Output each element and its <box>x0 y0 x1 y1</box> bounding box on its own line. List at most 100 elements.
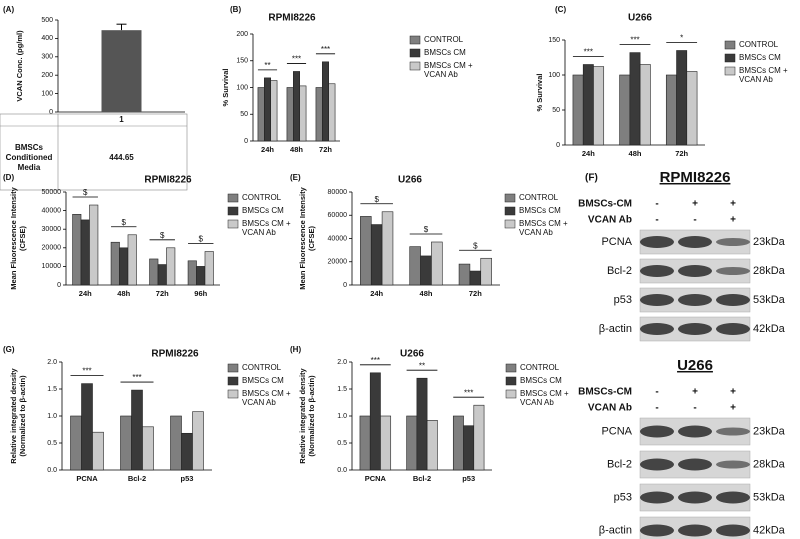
y-tick-label: 1.5 <box>337 386 347 393</box>
lane-sign: + <box>730 199 736 210</box>
blot-band <box>640 294 674 306</box>
y-tick-label: 100 <box>236 84 248 91</box>
lane-sign: - <box>693 215 696 226</box>
y-tick-label: 150 <box>236 58 248 65</box>
legend-label: BMSCs CM <box>424 48 466 57</box>
legend-label: BMSCs CM + VCAN Ab <box>519 219 568 237</box>
bar <box>192 411 204 471</box>
legend-swatch <box>724 53 736 63</box>
bar <box>157 264 167 286</box>
bar <box>665 74 677 146</box>
y-axis-label: Mean Fluorescence Intensity <box>298 186 307 289</box>
chart-title: RPMI8226 <box>151 349 199 360</box>
significance-label: * <box>680 34 683 43</box>
y-axis-label: Mean Fluorescence Intensity <box>9 186 18 289</box>
x-tick-label: 1 <box>119 115 124 124</box>
blot-band <box>640 323 674 335</box>
legend-swatch <box>505 389 517 399</box>
significance-label: *** <box>82 367 91 376</box>
blot-band <box>716 323 750 335</box>
y-tick-label: 0.5 <box>47 440 57 447</box>
blot-band <box>716 238 750 246</box>
legend-label: CONTROL <box>242 363 282 372</box>
x-tick-label: PCNA <box>365 474 387 483</box>
y-axis-label: (CFSE) <box>307 226 316 252</box>
y-tick-label: 200 <box>41 72 53 79</box>
bar <box>286 87 294 142</box>
legend-label: CONTROL <box>519 193 559 202</box>
y-tick-label: 200 <box>236 31 248 38</box>
blot-band <box>678 425 712 438</box>
legend-swatch <box>505 376 517 386</box>
y-axis-label: VCAN Conc. (pg/ml) <box>15 30 24 102</box>
y-tick-label: 1.5 <box>47 386 57 393</box>
x-tick-label: 48h <box>420 289 433 298</box>
blot-band <box>640 458 674 471</box>
x-tick-label: 72h <box>675 149 688 158</box>
legend-label: BMSCs CM + VCAN Ab <box>424 61 473 79</box>
y-tick-label: 150 <box>548 37 560 44</box>
bar <box>257 87 265 142</box>
y-tick-label: 20000 <box>328 259 348 266</box>
x-tick-label: 72h <box>469 289 482 298</box>
y-axis-label: Relative integrated density <box>298 367 307 463</box>
y-axis-label: (Normalized to β-actin) <box>307 375 316 457</box>
blot-band <box>640 236 674 248</box>
significance-label: ** <box>264 61 270 70</box>
blot-band <box>678 294 712 306</box>
bar <box>127 234 137 286</box>
y-tick-label: 0.0 <box>47 467 57 474</box>
lane-sign: + <box>730 387 736 398</box>
bar <box>293 71 300 142</box>
band-name: β-actin <box>599 323 632 335</box>
bar <box>420 255 432 286</box>
y-tick-label: 100 <box>41 90 53 97</box>
legend-swatch <box>409 48 421 58</box>
bar <box>360 216 372 286</box>
significance-label: $ <box>122 218 127 227</box>
bar <box>170 415 182 471</box>
significance-label: *** <box>132 373 141 382</box>
bar <box>187 260 197 286</box>
y-tick-label: 30000 <box>42 226 62 233</box>
blot-band <box>716 524 750 537</box>
bar <box>92 431 104 471</box>
legend-swatch <box>227 219 239 229</box>
bar <box>204 251 214 286</box>
y-tick-label: 40000 <box>328 235 348 242</box>
legend-label: CONTROL <box>424 35 464 44</box>
x-tick-label: 24h <box>370 289 383 298</box>
blot-band <box>640 491 674 504</box>
legend-label: BMSCs CM + VCAN Ab <box>739 66 788 84</box>
band-size: 53kDa <box>753 294 786 306</box>
y-tick-label: 40000 <box>42 207 62 214</box>
y-axis-label: % Survival <box>221 69 230 107</box>
significance-label: *** <box>321 45 330 54</box>
panel-label: (F) <box>585 173 598 184</box>
band-size: 28kDa <box>753 458 786 470</box>
blot-band <box>716 427 750 436</box>
x-tick-label: p53 <box>181 474 194 483</box>
blot-band <box>716 491 750 504</box>
x-tick-label: p53 <box>462 474 475 483</box>
panel-label: (G) <box>3 345 15 354</box>
blot-band <box>640 265 674 277</box>
panel-label: (C) <box>555 5 566 14</box>
chart-title: RPMI8226 <box>268 13 316 24</box>
blot-band <box>640 524 674 537</box>
blot-title: U266 <box>677 357 713 374</box>
significance-label: $ <box>160 231 165 240</box>
bar <box>426 420 438 471</box>
bar <box>686 71 698 146</box>
table-value: 444.65 <box>109 153 134 162</box>
bar <box>593 66 605 146</box>
band-name: β-actin <box>599 524 632 536</box>
x-tick-label: 72h <box>156 289 169 298</box>
treatment-label: BMSCs-CM <box>578 387 632 398</box>
significance-label: $ <box>374 195 379 204</box>
legend-label: BMSCs CM <box>242 206 284 215</box>
legend-swatch <box>504 206 516 216</box>
chart-title: U266 <box>400 349 424 360</box>
bar <box>359 415 371 471</box>
x-tick-label: Bcl-2 <box>413 474 431 483</box>
